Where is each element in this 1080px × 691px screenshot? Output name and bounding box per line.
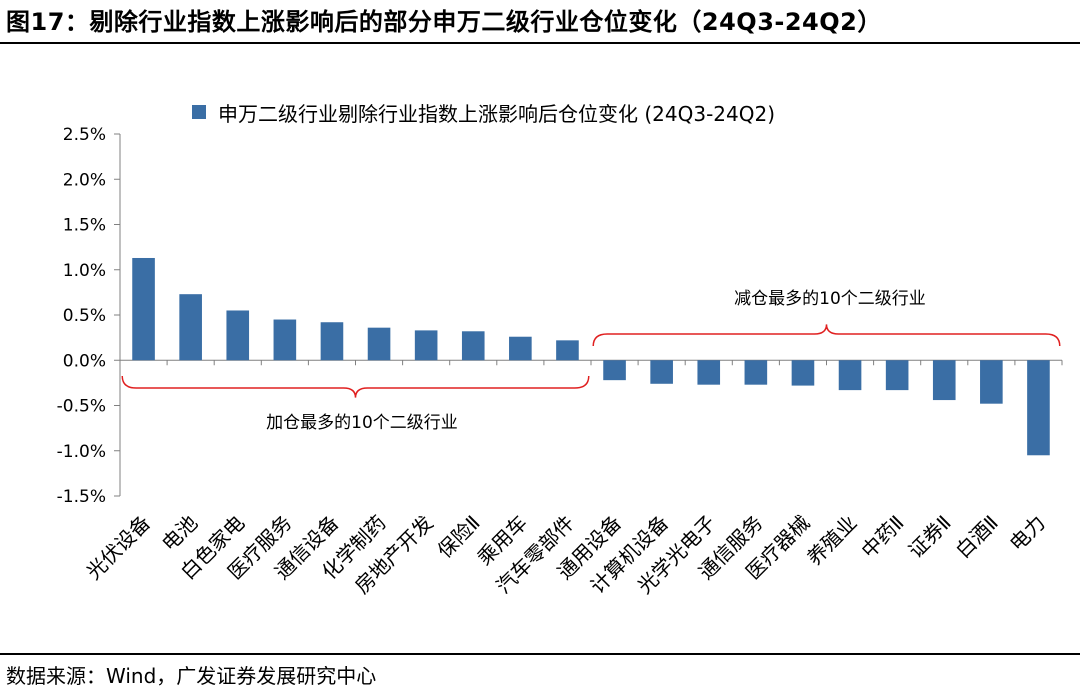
bar	[980, 360, 1003, 404]
y-tick-label: 2.5%	[63, 125, 106, 145]
y-tick-label: -0.5%	[57, 397, 106, 417]
bar	[509, 336, 532, 361]
x-tick-label: 白酒Ⅱ	[951, 511, 1003, 563]
bar	[273, 319, 297, 361]
y-tick-label: 1.0%	[63, 261, 106, 281]
x-tick-label: 光伏设备	[82, 511, 156, 585]
bar-chart: 申万二级行业剔除行业指数上涨影响后仓位变化 (24Q3-24Q2) 2.5% 2.…	[57, 102, 1063, 598]
decrease-annotation: 减仓最多的10个二级行业	[734, 289, 926, 309]
bar	[932, 360, 956, 401]
bar	[556, 340, 579, 361]
bar	[650, 360, 673, 384]
legend-swatch	[192, 105, 206, 119]
x-tick-label: 养殖业	[802, 511, 861, 570]
y-tick-label: 1.5%	[63, 216, 106, 236]
x-tick-label: 电力	[1005, 511, 1050, 556]
figure-title: 图17：剔除行业指数上涨影响后的部分申万二级行业仓位变化（24Q3-24Q2）	[6, 8, 882, 36]
bar	[603, 360, 626, 381]
y-tick-label: -1.5%	[57, 487, 106, 507]
bar	[414, 330, 438, 361]
x-tick-label: 中药Ⅱ	[856, 511, 908, 563]
x-tick-label: 证券Ⅱ	[904, 511, 956, 563]
bar	[226, 310, 250, 361]
legend: 申万二级行业剔除行业指数上涨影响后仓位变化 (24Q3-24Q2)	[192, 102, 775, 126]
bar	[697, 360, 721, 385]
increase-annotation: 加仓最多的10个二级行业	[266, 413, 458, 433]
y-tick-label: 0.0%	[63, 351, 106, 371]
bar	[179, 294, 202, 361]
bar	[367, 327, 391, 361]
y-tick-label: 0.5%	[63, 306, 106, 326]
bar	[320, 322, 344, 361]
bar	[885, 360, 909, 391]
bar	[744, 360, 768, 385]
bar	[791, 360, 815, 386]
source-note: 数据来源：Wind，广发证券发展研究中心	[6, 664, 377, 688]
y-tick-label: -1.0%	[57, 442, 106, 462]
bar	[461, 331, 485, 361]
decrease-bracket	[592, 324, 1061, 347]
source-rule	[0, 653, 1080, 655]
title-rule	[0, 42, 1080, 44]
legend-label: 申万二级行业剔除行业指数上涨影响后仓位变化 (24Q3-24Q2)	[218, 102, 775, 126]
bar	[838, 360, 862, 391]
bar	[1027, 360, 1050, 456]
bar	[132, 257, 155, 361]
increase-bracket	[121, 375, 590, 398]
y-tick-label: 2.0%	[63, 170, 106, 190]
